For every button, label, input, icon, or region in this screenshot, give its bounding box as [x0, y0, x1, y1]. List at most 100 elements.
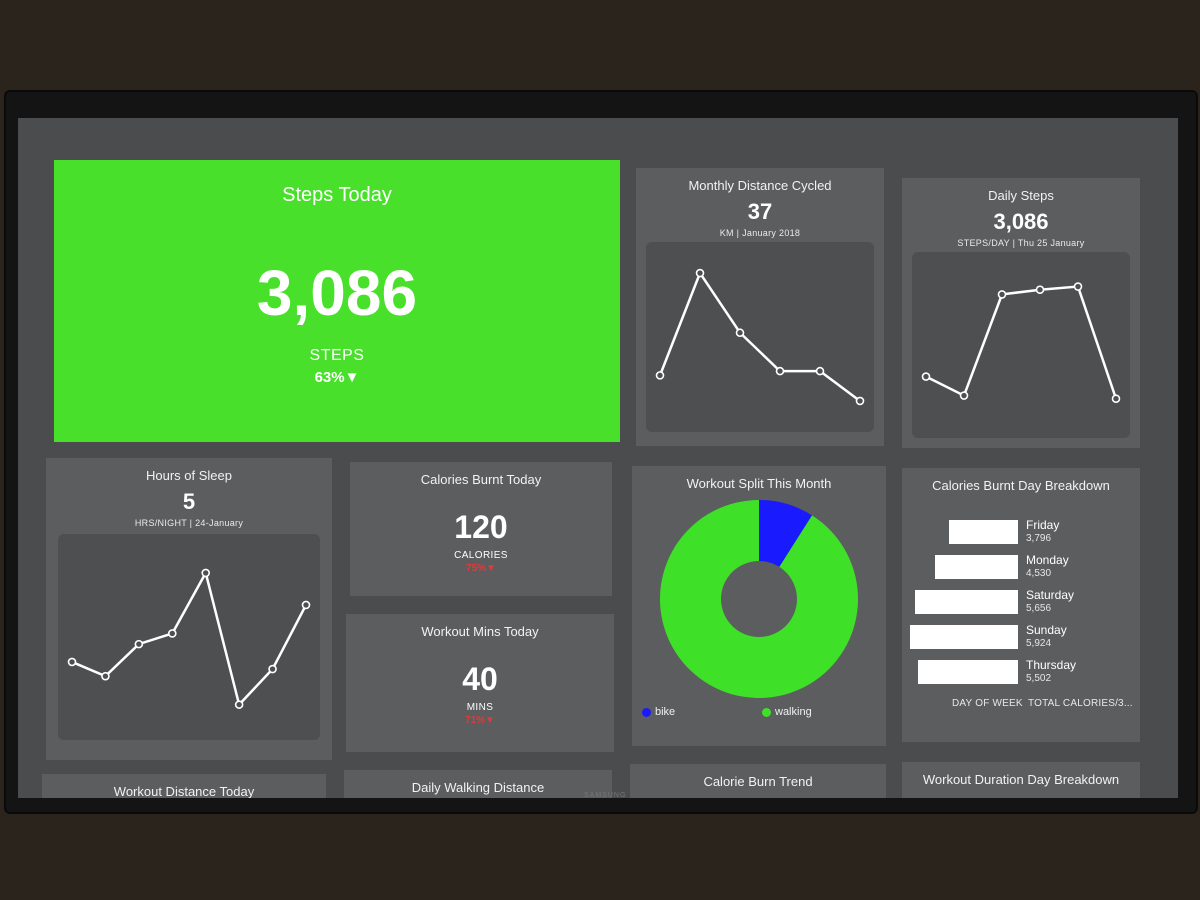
- daily-walking-distance-title: Daily Walking Distance: [411, 780, 545, 795]
- calorie-burn-trend-tile[interactable]: Calorie Burn Trend: [630, 764, 886, 798]
- breakdown-value-label: 5,656: [1026, 603, 1052, 614]
- sleep-point-7[interactable]: [301, 600, 311, 610]
- breakdown-day-label: Sunday: [1026, 623, 1067, 637]
- breakdown-row-thursday[interactable]: Thursday 5,502: [902, 654, 1140, 688]
- monthly-distance-chart: [646, 242, 874, 432]
- hours-sleep-subtitle: HRS/NIGHT | 24-January: [134, 518, 244, 528]
- breakdown-bar-monday: [935, 555, 1018, 579]
- daily-steps-title: Daily Steps: [988, 188, 1054, 203]
- daily-steps-line-chart: [921, 282, 1121, 404]
- breakdown-value-label: 5,924: [1026, 638, 1052, 649]
- distance-point-5[interactable]: [855, 396, 865, 406]
- sleep-line: [71, 569, 308, 708]
- monthly-distance-tile[interactable]: Monthly Distance Cycled 37 KM | January …: [636, 168, 884, 446]
- sleep-point-6[interactable]: [268, 664, 277, 674]
- steps-today-tile[interactable]: Steps Today 3,086 STEPS 63%▼: [54, 160, 620, 442]
- distance-point-3[interactable]: [775, 366, 785, 376]
- distance-point-2[interactable]: [735, 328, 745, 338]
- calories-today-tile[interactable]: Calories Burnt Today 120 CALORIES 75%▼: [350, 462, 612, 596]
- breakdown-row-monday[interactable]: Monday 4,530: [902, 549, 1140, 583]
- legend-walking-swatch: [762, 707, 771, 717]
- daily-steps-subtitle: STEPS/DAY | Thu 25 January: [957, 238, 1085, 248]
- daily-steps-line: [925, 285, 1118, 400]
- legend-bike[interactable]: bike: [642, 706, 675, 718]
- steps-today-value: 3,086: [256, 257, 418, 329]
- monthly-distance-line-chart: [655, 268, 865, 406]
- daily-steps-point-2[interactable]: [997, 290, 1007, 299]
- daily-steps-point-3[interactable]: [1035, 285, 1045, 295]
- hours-sleep-tile[interactable]: Hours of Sleep 5 HRS/NIGHT | 24-January: [46, 458, 332, 760]
- distance-point-0[interactable]: [655, 371, 665, 380]
- breakdown-row-friday[interactable]: Friday 3,796: [902, 514, 1140, 548]
- distance-point-4[interactable]: [815, 366, 825, 376]
- breakdown-day-label: Saturday: [1026, 588, 1075, 602]
- workout-split-tile[interactable]: Workout Split This Month bike walking: [632, 466, 886, 746]
- workout-mins-value: 40: [462, 661, 498, 697]
- workout-distance-title: Workout Distance Today: [113, 784, 255, 798]
- workout-duration-breakdown-tile[interactable]: Workout Duration Day Breakdown: [902, 762, 1140, 798]
- daily-steps-point-1[interactable]: [959, 391, 969, 400]
- donut-slice-bike[interactable]: [759, 500, 813, 567]
- sleep-point-2[interactable]: [134, 639, 144, 649]
- workout-mins-tile[interactable]: Workout Mins Today 40 MINS 71%▼: [346, 614, 614, 752]
- breakdown-row-saturday[interactable]: Saturday 5,656: [902, 584, 1140, 618]
- legend-walking[interactable]: walking: [762, 706, 812, 718]
- calories-breakdown-tile[interactable]: Calories Burnt Day Breakdown Friday 3,796…: [902, 468, 1140, 742]
- sleep-point-4[interactable]: [201, 568, 211, 578]
- workout-duration-breakdown-title: Workout Duration Day Breakdown: [922, 772, 1120, 787]
- legend-bike-swatch: [642, 707, 651, 717]
- breakdown-row-sunday[interactable]: Sunday 5,924: [902, 619, 1140, 653]
- daily-steps-point-0[interactable]: [921, 372, 931, 381]
- workout-mins-unit: MINS: [466, 702, 494, 713]
- breakdown-day-label: Monday: [1026, 553, 1069, 567]
- daily-steps-point-4[interactable]: [1073, 282, 1083, 291]
- breakdown-bar-saturday: [914, 590, 1018, 614]
- breakdown-value-label: 4,530: [1026, 568, 1052, 579]
- sleep-point-3[interactable]: [167, 629, 177, 638]
- legend-bike-label: bike: [655, 706, 676, 718]
- sleep-point-5[interactable]: [234, 700, 244, 709]
- daily-steps-value: 3,086: [993, 209, 1049, 234]
- breakdown-footer-category: DAY OF WEEK: [952, 698, 1023, 709]
- calorie-burn-trend-title: Calorie Burn Trend: [703, 774, 813, 789]
- calories-today-change: 75%▼: [466, 563, 496, 574]
- hours-sleep-value: 5: [182, 489, 196, 514]
- workout-split-donut-chart: [660, 500, 858, 698]
- daily-walking-distance-tile[interactable]: Daily Walking Distance: [344, 770, 612, 798]
- monthly-distance-value: 37: [747, 199, 773, 224]
- distance-line: [658, 270, 861, 402]
- workout-split-title: Workout Split This Month: [686, 476, 832, 491]
- calories-today-title: Calories Burnt Today: [420, 472, 542, 487]
- calories-breakdown-bar-chart: Friday 3,796 Monday 4,530 Saturday 5,656 Sunda…: [902, 514, 1140, 694]
- workout-mins-title: Workout Mins Today: [421, 624, 539, 639]
- hours-sleep-chart: [58, 534, 320, 740]
- sleep-point-1[interactable]: [101, 671, 110, 681]
- calories-today-value: 120: [454, 509, 508, 545]
- sleep-point-0[interactable]: [67, 657, 77, 667]
- daily-steps-tile[interactable]: Daily Steps 3,086 STEPS/DAY | Thu 25 Jan…: [902, 178, 1140, 448]
- dashboard-screen: Steps Today 3,086 STEPS 63%▼ Monthly Dis…: [18, 118, 1178, 798]
- steps-today-title: Steps Today: [282, 184, 392, 206]
- hours-sleep-line-chart: [67, 568, 311, 709]
- breakdown-footer-value: TOTAL CALORIES/3...: [1028, 698, 1133, 709]
- breakdown-day-label: Thursday: [1026, 658, 1077, 672]
- daily-steps-chart: [912, 252, 1130, 438]
- monthly-distance-title: Monthly Distance Cycled: [688, 178, 832, 193]
- breakdown-bar-thursday: [917, 660, 1018, 684]
- workout-mins-change: 71%▼: [465, 715, 495, 726]
- breakdown-value-label: 3,796: [1026, 533, 1052, 544]
- tv-brand-logo: SAMSUNG: [584, 792, 627, 799]
- breakdown-value-label: 5,502: [1026, 673, 1052, 684]
- breakdown-day-label: Friday: [1026, 518, 1060, 532]
- donut-slice-walking[interactable]: [660, 500, 858, 698]
- steps-today-change: 63%▼: [314, 369, 360, 386]
- daily-steps-point-5[interactable]: [1111, 394, 1121, 404]
- workout-distance-tile[interactable]: Workout Distance Today: [42, 774, 326, 798]
- breakdown-bar-friday: [948, 520, 1018, 544]
- distance-point-1[interactable]: [695, 268, 705, 278]
- calories-breakdown-title: Calories Burnt Day Breakdown: [932, 478, 1110, 493]
- breakdown-bar-sunday: [910, 625, 1018, 649]
- legend-walking-label: walking: [775, 706, 812, 718]
- hours-sleep-title: Hours of Sleep: [146, 468, 232, 483]
- calories-today-unit: CALORIES: [454, 550, 508, 561]
